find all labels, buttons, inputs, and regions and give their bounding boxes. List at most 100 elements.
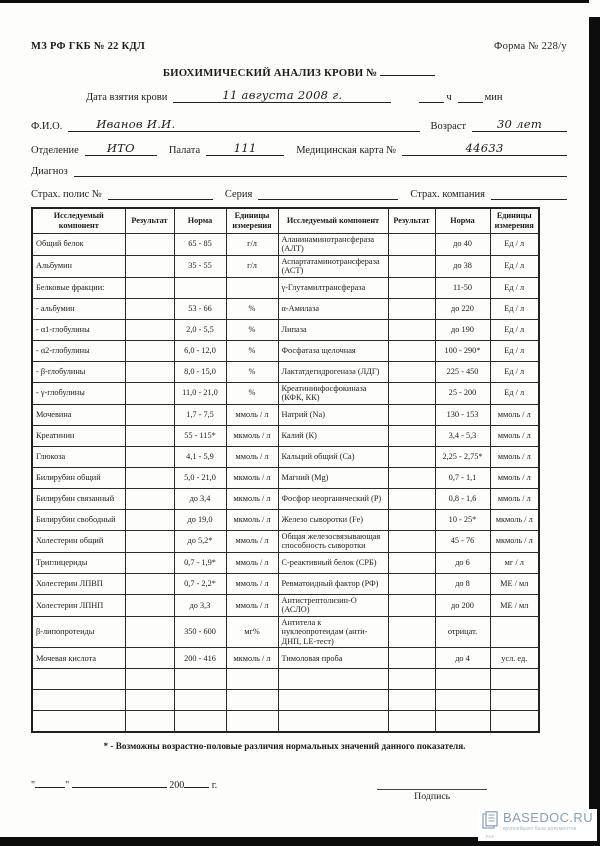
- component-cell: Триглицериды: [31, 551, 126, 574]
- units-cell: [225, 668, 279, 691]
- component-cell: Аспартатаминотрансфераза (АСТ): [277, 254, 389, 278]
- norm-cell: 35 - 55: [173, 254, 227, 278]
- col-header-component: Исследуемый компонент: [277, 207, 389, 234]
- norm-cell: до 220: [434, 297, 491, 320]
- result-cell: [124, 276, 175, 299]
- page-title: БИОХИМИЧЕСКИЙ АНАЛИЗ КРОВИ №: [162, 67, 378, 79]
- result-cell: [124, 529, 175, 553]
- col-header-norm: Норма: [173, 207, 227, 234]
- table-row: - γ-глобулины 11,0 - 21,0 % Креатининфос…: [31, 381, 540, 405]
- component-cell: С-реактивный белок (СРБ): [277, 551, 389, 574]
- year-suffix: г.: [211, 779, 218, 791]
- table-row: - альбумин 53 - 66 % α-Амилаза до 220 Ед…: [31, 297, 540, 320]
- signature-label: Подпись: [414, 790, 451, 802]
- title-row: БИОХИМИЧЕСКИЙ АНАЛИЗ КРОВИ №: [31, 65, 567, 79]
- units-cell: г/л: [225, 254, 279, 278]
- table-row: Билирубин общий 5,0 - 21,0 мкмоль / л Ма…: [31, 466, 540, 489]
- component-cell: [277, 668, 389, 691]
- component-cell: Лактатдегидрогеназа (ЛДГ): [277, 360, 389, 383]
- units-cell: ммоль / л: [489, 403, 540, 426]
- day-blank: [35, 777, 66, 788]
- component-cell: Билирубин свободный: [31, 508, 126, 531]
- norm-cell: [434, 689, 491, 712]
- watermark-tagline: крупнейшая база документов: [503, 826, 577, 832]
- diagnosis-field: [73, 163, 567, 177]
- norm-cell: 0,8 - 1,6: [434, 487, 491, 510]
- result-cell: [387, 572, 436, 595]
- units-cell: Ед / л: [489, 254, 540, 278]
- table-row: Триглицериды 0,7 - 1,9* ммоль / л С-реак…: [31, 551, 540, 574]
- units-cell: ммоль / л: [225, 572, 279, 595]
- result-cell: [124, 445, 175, 468]
- table-row: Общий белок 65 - 85 г/л Аланинаминотранс…: [31, 232, 540, 256]
- signature-band: " " 200 г. Подпись: [31, 777, 551, 802]
- component-cell: Кальций общий (Са): [277, 445, 389, 468]
- units-cell: мкмоль / л: [225, 508, 279, 531]
- result-cell: [387, 615, 436, 649]
- norm-cell: до 19,0: [173, 508, 227, 531]
- norm-cell: 6,0 - 12,0: [173, 339, 227, 362]
- table-row: Холестерин ЛПВП 0,7 - 2,2* ммоль / л Рев…: [31, 572, 540, 595]
- units-cell: [489, 668, 540, 691]
- result-cell: [387, 424, 436, 447]
- card-field: 44633: [402, 141, 567, 156]
- col-header-norm: Норма: [434, 207, 491, 234]
- norm-cell: 0,7 - 1,9*: [173, 551, 227, 574]
- component-cell: Железо сыворотки (Fe): [277, 508, 389, 531]
- component-cell: Магний (Mg): [277, 466, 389, 489]
- units-cell: Ед / л: [489, 318, 540, 341]
- norm-cell: 4,1 - 5,9: [173, 445, 227, 468]
- table-row: Мочевая кислота 200 - 416 мкмоль / л Тим…: [31, 647, 540, 670]
- component-cell: Глюкоза: [31, 445, 126, 468]
- component-cell: γ-Глутамилтрансфераза: [277, 276, 389, 299]
- pdf-label: PDF: [485, 834, 495, 839]
- table-row: [31, 689, 540, 712]
- blood-draw-date-row: Дата взятия крови 11 августа 2008 г. ч м…: [31, 88, 567, 103]
- norm-cell: 8,0 - 15,0: [173, 360, 227, 383]
- units-cell: мг / л: [489, 551, 540, 574]
- norm-cell: 0,7 - 2,2*: [173, 572, 227, 595]
- result-cell: [124, 508, 175, 531]
- component-cell: Калий (К): [277, 424, 389, 447]
- result-cell: [124, 710, 175, 733]
- units-cell: мкмоль / л: [225, 424, 279, 447]
- result-cell: [124, 487, 175, 510]
- units-cell: ммоль / л: [225, 593, 279, 617]
- units-cell: %: [225, 318, 279, 341]
- norm-cell: 53 - 66: [173, 297, 227, 320]
- series-field: [258, 186, 399, 200]
- series-label: Серия: [224, 189, 253, 200]
- table-row: Мочевина 1,7 - 7,5 ммоль / л Натрий (Na)…: [31, 403, 540, 426]
- component-cell: Антитела к нуклеопротеидам (анти-ДНП, LE…: [277, 615, 389, 649]
- norm-cell: 100 - 290*: [434, 339, 491, 362]
- component-cell: Общий белок: [31, 232, 126, 256]
- units-cell: мкмоль / л: [225, 487, 279, 510]
- units-cell: Ед / л: [489, 276, 540, 299]
- table-row: - α2-глобулины 6,0 - 12,0 % Фосфатаза ще…: [31, 339, 540, 362]
- norm-cell: 55 - 115*: [173, 424, 227, 447]
- component-cell: Ревматоидный фактор (РФ): [277, 572, 389, 595]
- results-table-body: Общий белок 65 - 85 г/л Аланинаминотранс…: [31, 232, 540, 733]
- result-cell: [124, 466, 175, 489]
- norm-cell: до 190: [434, 318, 491, 341]
- component-cell: α-Амилаза: [277, 297, 389, 320]
- norm-cell: 11-50: [434, 276, 491, 299]
- age-field: 30 лет: [472, 117, 567, 132]
- hours-label: ч: [446, 92, 452, 103]
- col-header-result: Результат: [124, 207, 175, 234]
- document-stack-icon: PDF: [481, 811, 499, 839]
- table-row: Глюкоза 4,1 - 5,9 ммоль / л Кальций общи…: [31, 445, 540, 468]
- norm-cell: до 3,3: [173, 593, 227, 617]
- result-cell: [387, 232, 436, 256]
- month-blank: [71, 777, 167, 788]
- year-prefix: 200: [169, 779, 185, 791]
- units-cell: ммоль / л: [225, 445, 279, 468]
- watermark-text: BASEDOC.RU: [503, 810, 593, 825]
- units-cell: Ед / л: [489, 297, 540, 320]
- norm-cell: [434, 710, 491, 733]
- table-row: - α1-глобулины 2,0 - 5,5 % Липаза до 190…: [31, 318, 540, 341]
- norm-cell: до 8: [434, 572, 491, 595]
- department-label: Отделение: [31, 145, 79, 156]
- result-cell: [387, 529, 436, 553]
- component-cell: [277, 689, 389, 712]
